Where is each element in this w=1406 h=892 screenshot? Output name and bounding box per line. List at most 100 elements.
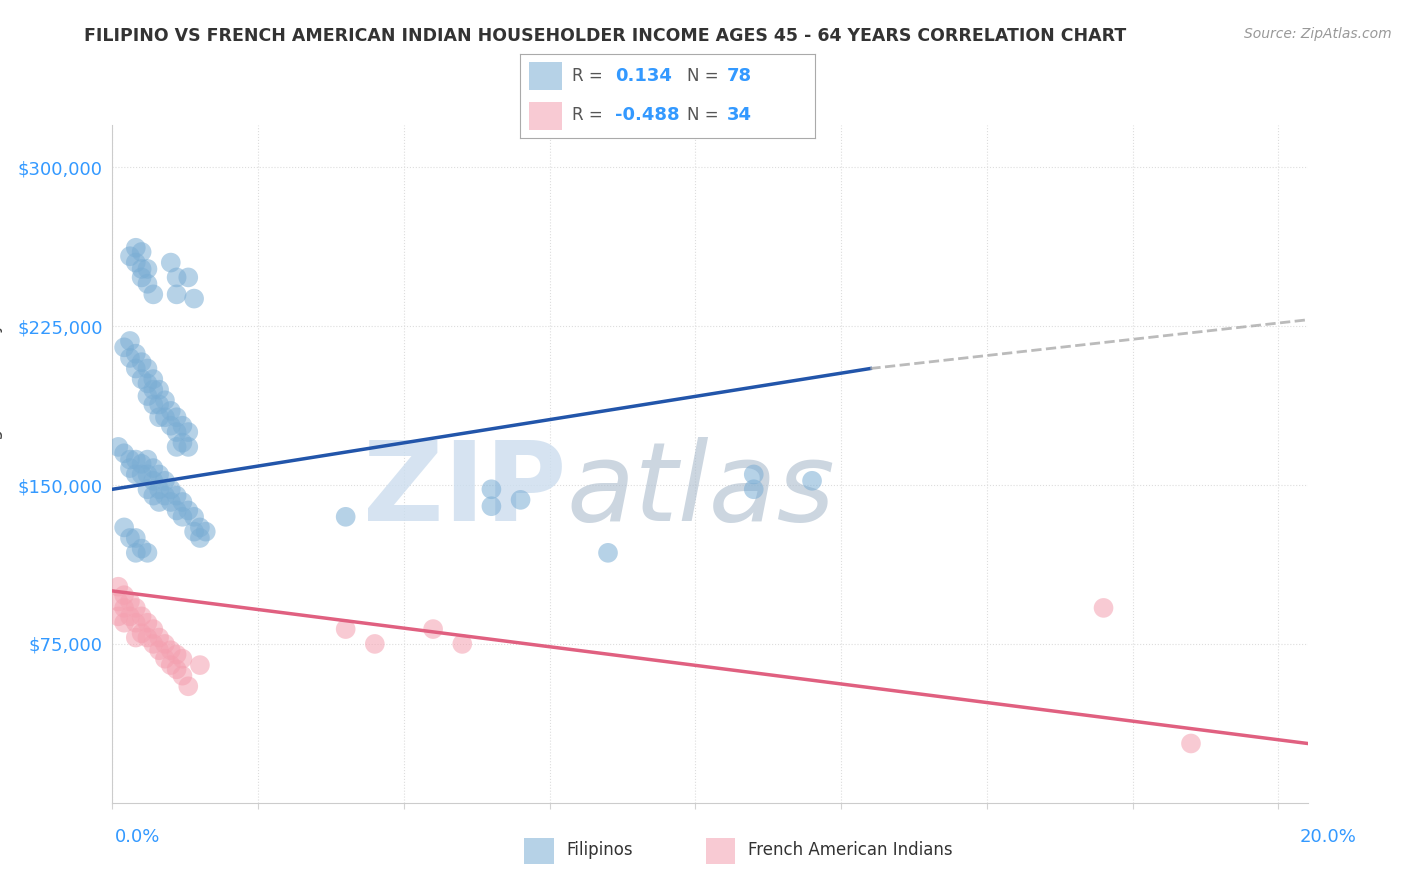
Point [148,383,170,397]
Point [159,255,181,269]
Point [801,474,824,488]
Text: N =: N = [688,68,718,86]
Point [335,509,357,524]
Point [107,609,129,624]
Point [118,594,141,608]
Point [131,467,153,482]
Point [153,410,176,425]
Point [159,495,181,509]
Point [118,609,141,624]
Point [148,495,170,509]
Point [364,637,387,651]
Point [142,287,165,301]
Point [742,467,765,482]
Point [183,292,205,306]
Point [136,261,159,276]
Point [142,637,165,651]
Text: 0.0%: 0.0% [115,828,160,846]
Bar [524,838,554,863]
Point [188,658,211,673]
Point [172,418,194,433]
Point [172,669,194,683]
Point [166,410,188,425]
Text: Source: ZipAtlas.com: Source: ZipAtlas.com [1244,27,1392,41]
Point [1092,601,1115,615]
Point [153,474,176,488]
Point [107,594,129,608]
Point [166,503,188,517]
Point [148,467,170,482]
Point [148,410,170,425]
Point [136,361,159,376]
Point [166,648,188,662]
Point [112,340,135,354]
Point [142,372,165,386]
Point [194,524,217,539]
Point [142,461,165,475]
Point [166,440,188,454]
Point [131,457,153,471]
Point [136,467,159,482]
Text: R =: R = [572,68,603,86]
Text: ZIP: ZIP [363,437,567,544]
Point [125,361,148,376]
Text: French American Indians: French American Indians [748,840,953,859]
Point [177,270,200,285]
Point [177,503,200,517]
Point [166,489,188,503]
Point [148,482,170,496]
Point [125,452,148,467]
Point [118,249,141,263]
Point [112,588,135,602]
Point [136,376,159,391]
Point [118,531,141,545]
Text: R =: R = [572,106,603,124]
Point [118,334,141,348]
Point [136,452,159,467]
Point [112,615,135,630]
Point [481,482,503,496]
Point [112,520,135,534]
Point [112,446,135,460]
Point [136,277,159,291]
Point [177,425,200,439]
Point [125,255,148,269]
Point [166,662,188,676]
Point [166,287,188,301]
Point [188,520,211,534]
Text: 34: 34 [727,106,752,124]
Point [153,637,176,651]
Point [125,601,148,615]
Point [136,482,159,496]
Point [422,622,444,636]
Point [142,398,165,412]
Bar [529,102,561,130]
Point [451,637,474,651]
Point [159,418,181,433]
Point [742,482,765,496]
Point [159,404,181,418]
Point [112,601,135,615]
Point [335,622,357,636]
Point [136,631,159,645]
Point [159,658,181,673]
Point [159,482,181,496]
Point [159,643,181,657]
Point [142,383,165,397]
Point [131,355,153,369]
Point [136,389,159,403]
Y-axis label: Householder Income Ages 45 - 64 years: Householder Income Ages 45 - 64 years [0,284,3,644]
Point [142,474,165,488]
Bar [529,62,561,90]
Point [148,643,170,657]
Point [596,546,619,560]
Point [166,270,188,285]
Point [142,489,165,503]
Point [177,440,200,454]
Point [509,492,531,507]
Point [136,546,159,560]
Point [107,580,129,594]
Point [125,615,148,630]
Text: -0.488: -0.488 [614,106,679,124]
Point [131,372,153,386]
